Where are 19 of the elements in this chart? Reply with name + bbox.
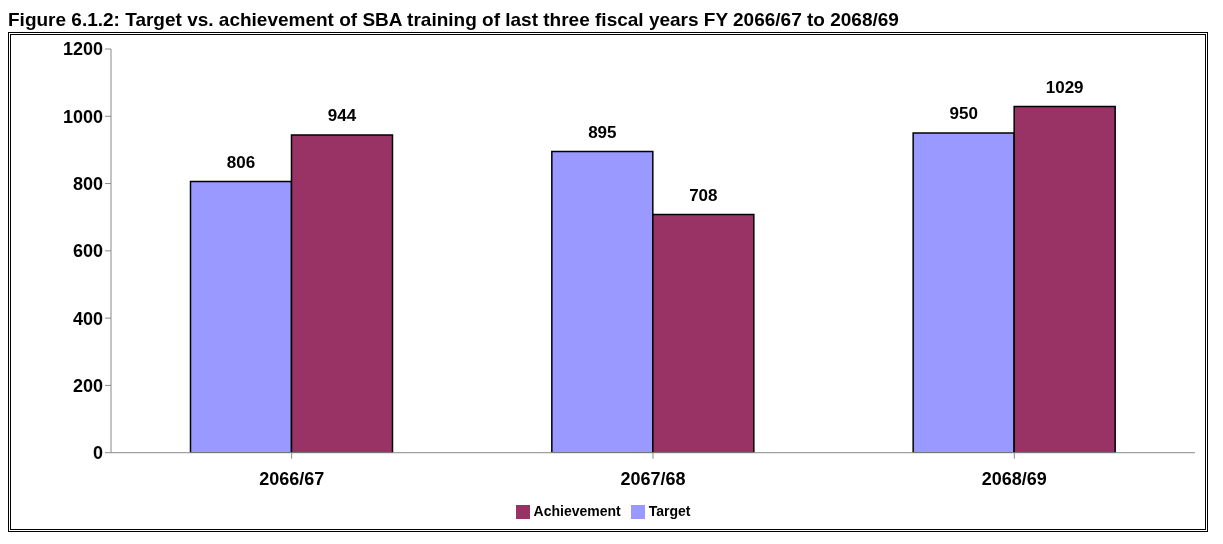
y-tick-label: 400	[72, 308, 103, 329]
data-label: 895	[588, 122, 617, 142]
legend-label: Target	[648, 502, 691, 519]
legend-label: Achievement	[533, 502, 621, 519]
y-tick-label: 600	[72, 241, 103, 262]
y-tick-label: 1200	[62, 39, 103, 60]
y-tick-label: 1000	[62, 106, 103, 127]
y-tick-label: 200	[72, 375, 103, 396]
chart-title: Figure 6.1.2: Target vs. achievement of SBA training of last three fiscal years FY 2066/67 to 2068/69	[8, 8, 900, 32]
x-tick-label: 2068/69	[981, 469, 1047, 490]
y-tick-label: 800	[72, 173, 103, 194]
data-label: 944	[327, 106, 357, 126]
data-label: 950	[949, 104, 978, 124]
x-tick-label: 2066/67	[259, 469, 325, 490]
data-label: 1029	[1045, 77, 1084, 97]
x-tick-label: 2067/68	[620, 469, 686, 490]
data-label: 806	[226, 152, 256, 172]
data-label: 708	[689, 185, 718, 205]
y-tick-label: 0	[92, 443, 103, 464]
